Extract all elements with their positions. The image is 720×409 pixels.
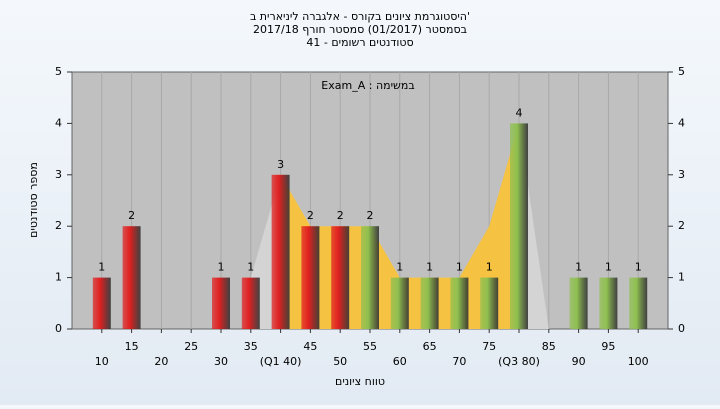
x-tick-label: 45: [303, 340, 317, 353]
bar: [599, 277, 618, 329]
y-tick-label: 1: [55, 271, 62, 284]
value-label: 1: [98, 261, 105, 274]
x-tick-label: 90: [572, 355, 586, 368]
x-tick-label: 55: [363, 340, 377, 353]
value-label: 1: [635, 261, 642, 274]
x-tick-label: 25: [184, 340, 198, 353]
y-tick-label: 3: [55, 168, 62, 181]
y-tick-label: 2: [55, 219, 62, 232]
x-tick-label: 85: [542, 340, 556, 353]
x-tick-label: (Q3 80): [498, 355, 540, 368]
bar: [361, 226, 379, 329]
bar: [212, 277, 230, 329]
y-axis-label: מספר סטודנטים: [27, 162, 40, 238]
value-label: 4: [516, 106, 523, 119]
value-label: 1: [605, 261, 612, 274]
x-tick-label: (Q1 40): [260, 355, 302, 368]
x-tick-label: 75: [482, 340, 496, 353]
value-label: 1: [575, 261, 582, 274]
annotation: Exam_A : במשימה: [321, 79, 414, 92]
x-tick-label: 20: [154, 355, 168, 368]
chart-title: היסטוגרמת ציונים בקורס - אלגברה ליניארית…: [250, 10, 470, 23]
bar: [331, 226, 350, 329]
value-label: 1: [396, 261, 403, 274]
x-tick-label: 65: [423, 340, 437, 353]
y2-tick-label: 1: [678, 271, 685, 284]
y-tick-label: 4: [55, 116, 62, 129]
bar: [92, 277, 111, 329]
x-tick-label: 70: [452, 355, 466, 368]
x-tick-label: 30: [214, 355, 228, 368]
y2-tick-label: 5: [678, 65, 685, 78]
value-label: 1: [486, 261, 493, 274]
value-label: 2: [307, 209, 314, 222]
value-label: 1: [456, 261, 463, 274]
x-tick-label: 35: [244, 340, 258, 353]
x-tick-label: 10: [95, 355, 109, 368]
x-tick-label: 60: [393, 355, 407, 368]
y2-tick-label: 3: [678, 168, 685, 181]
bar: [241, 277, 260, 329]
bar: [569, 277, 588, 329]
chart-subtitle: בסמסטר (01/2017) סמסטר חורף 2017/18: [253, 23, 467, 36]
x-axis-label: טווח ציונים: [335, 375, 385, 388]
value-label: 1: [426, 261, 433, 274]
y-tick-label: 5: [55, 65, 62, 78]
y2-tick-label: 2: [678, 219, 685, 232]
bar: [510, 123, 528, 330]
y2-tick-label: 4: [678, 116, 685, 129]
bar: [450, 277, 469, 329]
x-tick-label: 15: [125, 340, 139, 353]
value-label: 2: [367, 209, 374, 222]
x-tick-label: 100: [628, 355, 649, 368]
value-label: 2: [337, 209, 344, 222]
x-tick-label: 95: [601, 340, 615, 353]
bar: [629, 277, 648, 329]
chart-subtitle: 41 - סטודנטים רשומים: [306, 36, 413, 49]
value-label: 3: [277, 158, 284, 171]
bar: [480, 277, 499, 329]
bar: [420, 277, 439, 329]
y-tick-label: 0: [55, 322, 62, 335]
bar: [390, 277, 409, 329]
bar: [271, 174, 290, 329]
bar: [122, 226, 141, 329]
value-label: 1: [247, 261, 254, 274]
y2-tick-label: 0: [678, 322, 685, 335]
x-tick-label: 50: [333, 355, 347, 368]
value-label: 1: [218, 261, 225, 274]
bar: [301, 226, 320, 329]
value-label: 2: [128, 209, 135, 222]
